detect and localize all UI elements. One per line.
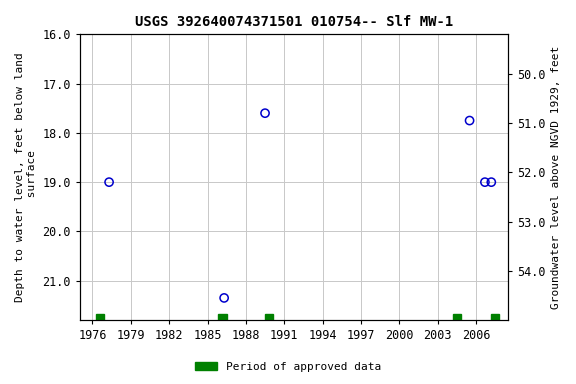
- Point: [480, 179, 490, 185]
- Y-axis label: Groundwater level above NGVD 1929, feet: Groundwater level above NGVD 1929, feet: [551, 46, 561, 309]
- Point: [465, 118, 474, 124]
- Bar: [265, 314, 272, 320]
- Point: [487, 179, 496, 185]
- Bar: [453, 314, 461, 320]
- Title: USGS 392640074371501 010754-- Slf MW-1: USGS 392640074371501 010754-- Slf MW-1: [135, 15, 453, 29]
- Bar: [218, 314, 227, 320]
- Point: [104, 179, 113, 185]
- Bar: [96, 314, 104, 320]
- Y-axis label: Depth to water level, feet below land
 surface: Depth to water level, feet below land su…: [15, 52, 37, 302]
- Legend: Period of approved data: Period of approved data: [191, 358, 385, 377]
- Point: [219, 295, 229, 301]
- Point: [260, 110, 270, 116]
- Bar: [491, 314, 499, 320]
